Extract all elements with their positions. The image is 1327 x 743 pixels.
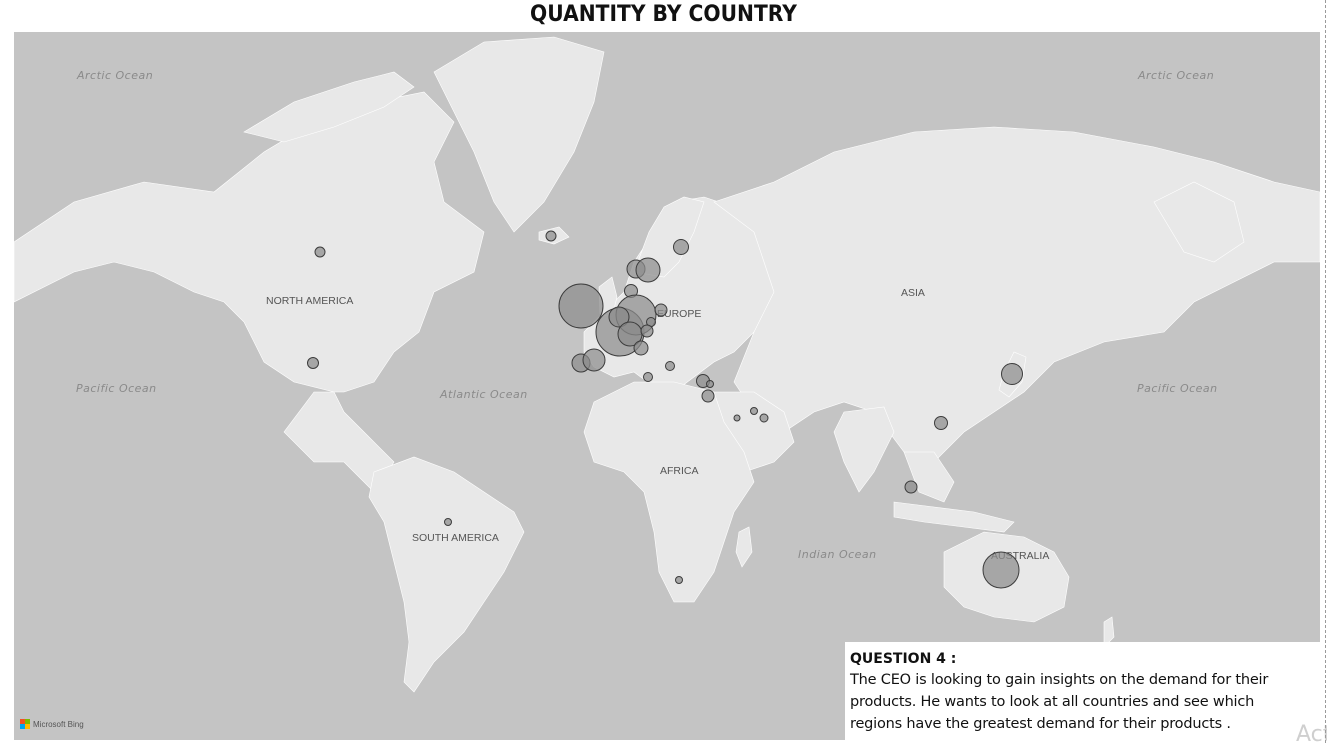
page-edge-divider	[1325, 0, 1326, 743]
bubble-italy[interactable]	[633, 340, 649, 356]
ocean-label: Pacific Ocean	[1137, 382, 1218, 395]
bubble-austria[interactable]	[640, 324, 654, 338]
landmass-madagascar	[735, 526, 753, 568]
landmass-africa	[583, 381, 755, 603]
bubble-hong-kong[interactable]	[934, 416, 948, 430]
bubble-australia[interactable]	[982, 551, 1020, 589]
bubble-israel[interactable]	[701, 389, 715, 403]
activation-watermark: Activate Windows	[1296, 722, 1327, 743]
quantity-bubbles[interactable]	[307, 230, 1023, 589]
region-label: ASIA	[901, 287, 925, 299]
ocean-label: Pacific Ocean	[76, 382, 157, 395]
bing-attribution-text: Microsoft Bing	[33, 719, 84, 729]
bubble-belgium[interactable]	[608, 306, 630, 328]
landmass-greenland	[433, 36, 605, 233]
landmass-south-america	[368, 456, 525, 693]
bubble-usa[interactable]	[307, 357, 319, 369]
bubble-brazil[interactable]	[444, 518, 452, 526]
bubble-south-africa[interactable]	[675, 576, 683, 584]
bubble-spain[interactable]	[582, 348, 606, 372]
bubble-japan[interactable]	[1001, 363, 1023, 385]
question-line: regions have the greatest demand for the…	[850, 716, 1231, 732]
landmass-far-east	[1153, 181, 1245, 263]
region-label: EUROPE	[657, 308, 701, 320]
landmass-new-zealand	[1103, 616, 1115, 648]
bubble-greece[interactable]	[665, 361, 675, 371]
landmass-arctic-islands	[243, 71, 415, 143]
map-visual[interactable]: Arctic Ocean Arctic Ocean Pacific Ocean …	[14, 32, 1320, 740]
ocean-label: Atlantic Ocean	[439, 388, 528, 401]
bubble-saudi-arabia[interactable]	[733, 414, 741, 422]
bubble-canada[interactable]	[314, 246, 326, 258]
land-masses	[14, 36, 1320, 693]
question-line: products. He wants to look at all countr…	[850, 694, 1255, 710]
bubble-singapore[interactable]	[904, 480, 918, 494]
landmass-india	[833, 406, 895, 493]
question-line: The CEO is looking to gain insights on t…	[850, 672, 1269, 688]
ocean-label: Arctic Ocean	[76, 69, 153, 82]
ocean-label: Indian Ocean	[798, 548, 877, 561]
region-label: AFRICA	[660, 465, 699, 477]
microsoft-logo-icon	[20, 719, 30, 729]
landmass-scandinavia	[633, 196, 705, 278]
bubble-iceland[interactable]	[545, 230, 557, 242]
bubble-lebanon[interactable]	[706, 380, 714, 388]
bubble-bahrain[interactable]	[750, 407, 758, 415]
question-heading: QUESTION 4 :	[850, 651, 957, 667]
bubble-finland[interactable]	[673, 239, 689, 255]
bubble-united-kingdom[interactable]	[558, 283, 604, 329]
bubble-malta[interactable]	[643, 372, 653, 382]
region-label: NORTH AMERICA	[266, 295, 353, 307]
region-label: SOUTH AMERICA	[412, 532, 499, 544]
page-title: QUANTITY BY COUNTRY	[530, 2, 797, 27]
bubble-sweden[interactable]	[635, 257, 661, 283]
landmass-indonesia	[893, 501, 1015, 533]
bubble-uae[interactable]	[759, 413, 769, 423]
ocean-label: Arctic Ocean	[1137, 69, 1214, 82]
bubble-poland[interactable]	[654, 303, 668, 317]
region-labels: NORTH AMERICA EUROPE ASIA AFRICA SOUTH A…	[266, 287, 1049, 562]
bing-attribution: Microsoft Bing	[20, 719, 84, 729]
question-textbox: QUESTION 4 : The CEO is looking to gain …	[845, 642, 1320, 743]
world-map[interactable]: Arctic Ocean Arctic Ocean Pacific Ocean …	[14, 32, 1320, 740]
ocean-labels: Arctic Ocean Arctic Ocean Pacific Ocean …	[76, 69, 1218, 561]
